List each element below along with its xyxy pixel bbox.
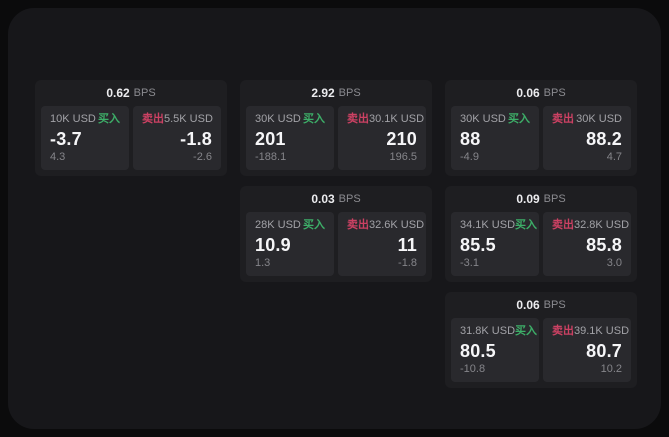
sell-volume: 39.1K USD	[574, 325, 630, 337]
sell-panel[interactable]: 卖出 39.1K USD 80.7 10.2	[543, 318, 631, 382]
buy-delta: -3.1	[460, 257, 479, 269]
sell-panel[interactable]: 卖出 30.1K USD 210 196.5	[338, 106, 426, 170]
bps-value: 0.09	[516, 192, 540, 206]
buy-volume: 34.1K USD	[460, 219, 516, 231]
buy-price: 85.5	[460, 234, 496, 255]
buy-panel[interactable]: 31.8K USD 买入 80.5 -10.8	[451, 318, 539, 382]
buy-volume: 30K USD	[255, 113, 301, 125]
sell-delta: 4.7	[606, 151, 622, 163]
bps-header: 2.92 BPS	[240, 80, 432, 106]
sell-volume: 30.1K USD	[369, 113, 425, 125]
sell-panel[interactable]: 卖出 5.5K USD -1.8 -2.6	[133, 106, 221, 170]
bps-header: 0.09 BPS	[445, 186, 637, 212]
quote-card-6: 0.06 BPS 31.8K USD 买入 80.5 -10.8 卖出 39.1…	[445, 292, 637, 388]
sell-delta: 3.0	[606, 257, 622, 269]
sell-label: 卖出	[142, 113, 164, 125]
buy-label: 买入	[508, 113, 530, 125]
buy-volume: 30K USD	[460, 113, 506, 125]
sell-panel[interactable]: 卖出 32.6K USD 11 -1.8	[338, 212, 426, 276]
buy-delta: 4.3	[50, 151, 66, 163]
bps-unit-label: BPS	[543, 299, 566, 311]
bps-unit-label: BPS	[543, 193, 566, 205]
buy-label: 买入	[98, 113, 120, 125]
quote-card-5: 0.09 BPS 34.1K USD 买入 85.5 -3.1 卖出 32.8K…	[445, 186, 637, 282]
sell-label: 卖出	[347, 219, 369, 231]
bps-unit-label: BPS	[338, 193, 361, 205]
buy-delta: -4.9	[460, 151, 479, 163]
bps-header: 0.06 BPS	[445, 80, 637, 106]
bps-value: 0.03	[311, 192, 335, 206]
bps-unit-label: BPS	[133, 87, 156, 99]
buy-delta: 1.3	[255, 257, 271, 269]
sell-volume: 32.8K USD	[574, 219, 630, 231]
main-panel: 0.62 BPS 10K USD 买入 -3.7 4.3 卖出 5.5K USD…	[8, 8, 661, 429]
sell-price: 11	[397, 234, 417, 255]
bps-unit-label: BPS	[543, 87, 566, 99]
buy-panel[interactable]: 30K USD 买入 201 -188.1	[246, 106, 334, 170]
sell-price: 80.7	[586, 340, 622, 361]
buy-panel[interactable]: 28K USD 买入 10.9 1.3	[246, 212, 334, 276]
buy-label: 买入	[515, 219, 538, 231]
sell-delta: -1.8	[398, 257, 417, 269]
buy-volume: 28K USD	[255, 219, 301, 231]
buy-price: -3.7	[50, 128, 82, 149]
buy-delta: -10.8	[460, 363, 486, 375]
sell-panel[interactable]: 卖出 32.8K USD 85.8 3.0	[543, 212, 631, 276]
buy-volume: 10K USD	[50, 113, 96, 125]
quote-card-1: 0.62 BPS 10K USD 买入 -3.7 4.3 卖出 5.5K USD…	[35, 80, 227, 176]
buy-label: 买入	[515, 325, 538, 337]
sell-price: 210	[386, 128, 417, 149]
buy-price: 10.9	[255, 234, 291, 255]
sell-delta: -2.6	[193, 151, 212, 163]
bps-value: 0.62	[106, 86, 130, 100]
buy-price: 88	[460, 128, 481, 149]
buy-panel[interactable]: 30K USD 买入 88 -4.9	[451, 106, 539, 170]
buy-price: 201	[255, 128, 286, 149]
bps-header: 0.06 BPS	[445, 292, 637, 318]
bps-value: 2.92	[311, 86, 335, 100]
sell-price: 85.8	[586, 234, 622, 255]
quote-card-4: 0.03 BPS 28K USD 买入 10.9 1.3 卖出 32.6K US…	[240, 186, 432, 282]
sell-label: 卖出	[552, 113, 574, 125]
sell-delta: 10.2	[600, 363, 622, 375]
buy-delta: -188.1	[255, 151, 287, 163]
bps-value: 0.06	[516, 86, 540, 100]
sell-label: 卖出	[552, 325, 574, 337]
bps-value: 0.06	[516, 298, 540, 312]
buy-volume: 31.8K USD	[460, 325, 516, 337]
buy-panel[interactable]: 10K USD 买入 -3.7 4.3	[41, 106, 129, 170]
buy-panel[interactable]: 34.1K USD 买入 85.5 -3.1	[451, 212, 539, 276]
sell-label: 卖出	[552, 219, 574, 231]
sell-price: -1.8	[180, 128, 212, 149]
sell-price: 88.2	[586, 128, 622, 149]
bps-header: 0.62 BPS	[35, 80, 227, 106]
buy-label: 买入	[303, 113, 325, 125]
bps-header: 0.03 BPS	[240, 186, 432, 212]
sell-label: 卖出	[347, 113, 369, 125]
buy-price: 80.5	[460, 340, 496, 361]
bps-unit-label: BPS	[338, 87, 361, 99]
sell-volume: 5.5K USD	[164, 113, 213, 125]
quote-card-3: 0.06 BPS 30K USD 买入 88 -4.9 卖出 30K USD 8…	[445, 80, 637, 176]
sell-panel[interactable]: 卖出 30K USD 88.2 4.7	[543, 106, 631, 170]
quote-card-2: 2.92 BPS 30K USD 买入 201 -188.1 卖出 30.1K …	[240, 80, 432, 176]
sell-volume: 30K USD	[576, 113, 622, 125]
sell-volume: 32.6K USD	[369, 219, 425, 231]
buy-label: 买入	[303, 219, 325, 231]
sell-delta: 196.5	[389, 151, 417, 163]
